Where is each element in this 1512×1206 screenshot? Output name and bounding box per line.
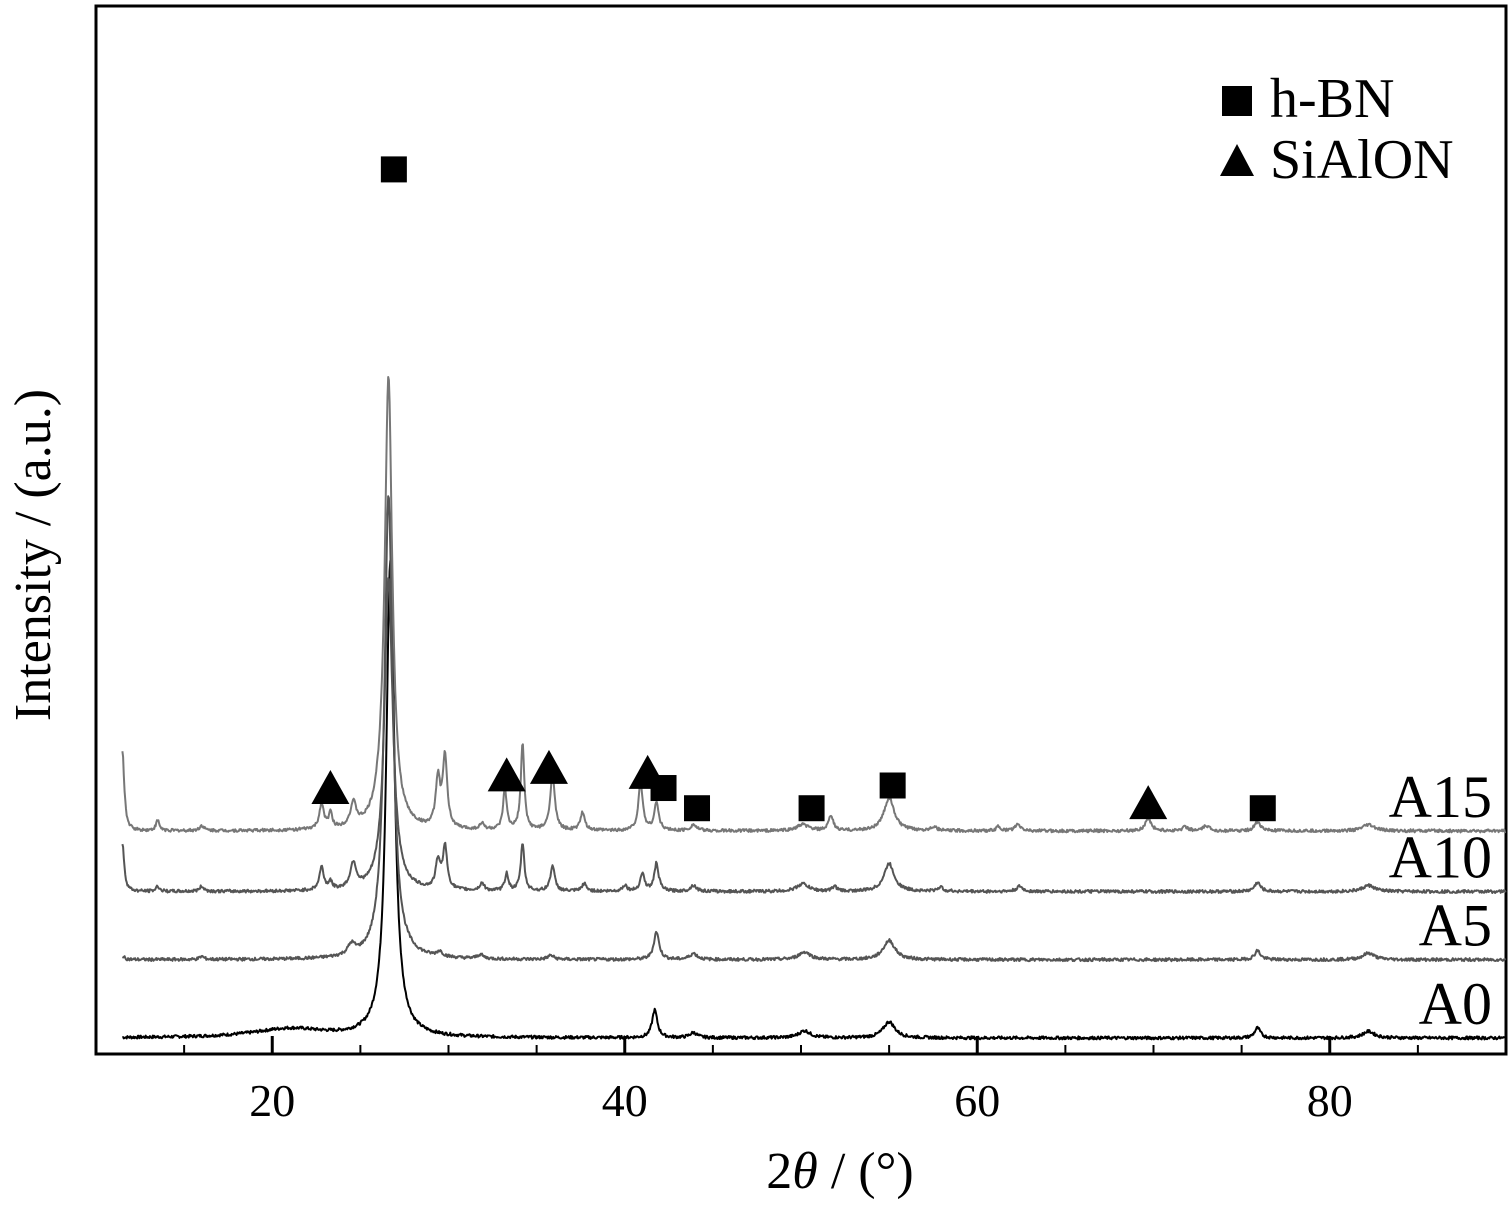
x-tick-label: 60 — [954, 1075, 1000, 1126]
hbn-square-marker — [380, 156, 407, 183]
legend: h-BN SiAlON — [1220, 68, 1454, 191]
series-line-a15 — [121, 376, 1507, 834]
x-axis-title: 2θ / (°) — [766, 1143, 913, 1200]
peak-markers — [311, 156, 1276, 822]
y-axis-title: Intensity / (a.u.) — [5, 389, 62, 721]
series-line-a10 — [121, 577, 1507, 894]
series-line-a0 — [122, 559, 1506, 1041]
sialon-triangle-marker — [1129, 785, 1168, 820]
series-label-a5: A5 — [1419, 893, 1492, 959]
series-label-a15: A15 — [1389, 764, 1492, 830]
legend-triangle-icon — [1220, 144, 1254, 176]
hbn-square-marker — [1249, 795, 1276, 822]
sialon-triangle-marker — [311, 770, 350, 805]
legend-square-icon — [1222, 86, 1252, 116]
hbn-square-marker — [650, 775, 677, 802]
x-tick-label: 80 — [1307, 1075, 1353, 1126]
series-layer — [121, 376, 1507, 1041]
sialon-triangle-marker — [529, 749, 568, 784]
series-line-a5 — [121, 495, 1507, 963]
x-tick-label: 40 — [602, 1075, 648, 1126]
hbn-square-marker — [879, 772, 906, 799]
hbn-square-marker — [798, 795, 825, 822]
legend-label-hbn: h-BN — [1270, 68, 1394, 130]
series-label-a10: A10 — [1389, 825, 1492, 891]
series-label-a0: A0 — [1419, 971, 1492, 1037]
hbn-square-marker — [684, 795, 711, 822]
x-tick-label: 20 — [249, 1075, 295, 1126]
sialon-triangle-marker — [487, 757, 526, 792]
legend-label-sialon: SiAlON — [1270, 129, 1454, 191]
x-axis-ticks: 20 40 60 80 — [95, 1036, 1507, 1126]
